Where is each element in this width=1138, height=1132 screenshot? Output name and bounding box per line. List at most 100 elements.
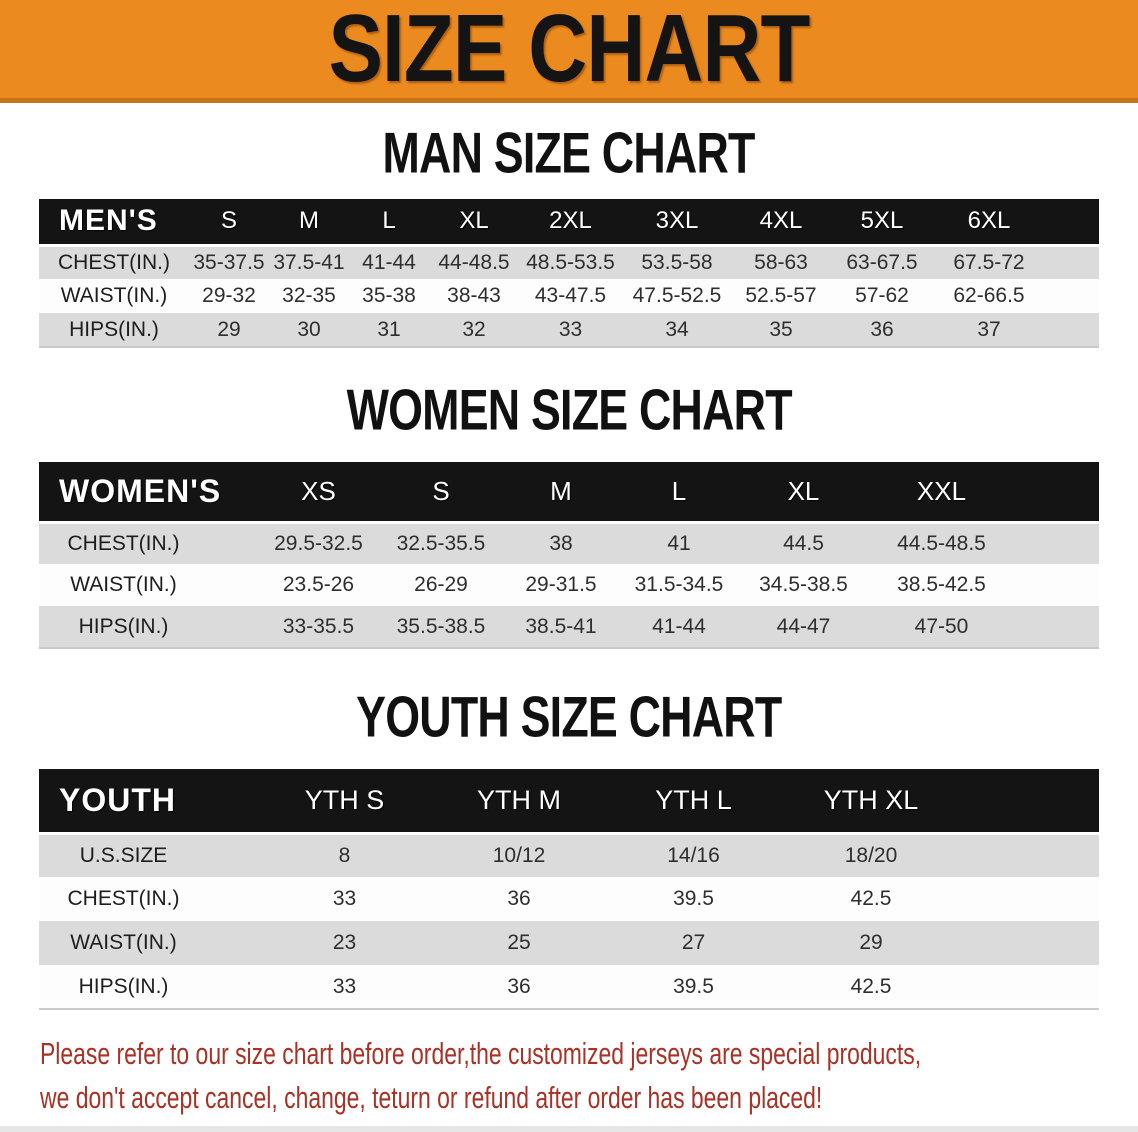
men-table-header-row: MEN'S S M L XL 2XL 3XL 4XL 5XL 6XL xyxy=(39,199,1099,245)
men-column-header: 2XL xyxy=(549,207,592,235)
youth-heading-text: YOUTH SIZE CHART xyxy=(356,684,782,749)
spacer-cell xyxy=(1014,606,1099,648)
men-waist-row: WAIST(IN.) 29-32 32-35 35-38 38-43 43-47… xyxy=(39,279,1099,313)
youth-chest-row: CHEST(IN.) 33 36 39.5 42.5 xyxy=(39,877,1099,921)
size-value: 35.5-38.5 xyxy=(396,614,486,638)
youth-section-heading: YOUTH SIZE CHART xyxy=(0,684,1138,749)
men-table-title-cell: MEN'S xyxy=(59,204,158,238)
size-value: 48.5-53.5 xyxy=(519,243,622,279)
youth-table-header-row: YOUTH YTH S YTH M YTH L YTH XL xyxy=(39,769,1099,833)
size-value: 38.5-41 xyxy=(525,614,597,638)
banner: SIZE CHART xyxy=(0,0,1138,103)
size-value: 34.5-38.5 xyxy=(759,573,848,596)
size-value: 23 xyxy=(332,931,357,954)
size-value: 36 xyxy=(870,317,894,341)
size-value: 42.5 xyxy=(850,887,892,910)
size-value: 32 xyxy=(462,317,486,341)
size-value: 29.5-32.5 xyxy=(257,520,380,564)
size-value: 33-35.5 xyxy=(282,614,355,638)
size-value: 39.5 xyxy=(673,887,714,910)
spacer-cell xyxy=(961,965,1099,1009)
men-column-header: 4XL xyxy=(759,207,803,235)
men-column-header: M xyxy=(299,207,319,235)
men-hips-row: HIPS(IN.) 29 30 31 32 33 34 35 36 37 xyxy=(39,313,1099,347)
size-value: 34 xyxy=(665,317,689,341)
row-label: WAIST(IN.) xyxy=(70,573,177,596)
size-value: 14/16 xyxy=(606,831,781,877)
men-column-header: 6XL xyxy=(967,207,1011,235)
size-value: 52.5-57 xyxy=(745,284,817,307)
footer-notice: Please refer to our size chart before or… xyxy=(40,1032,1138,1120)
youth-section: YOUTH SIZE CHART YOUTH YTH S YTH M YTH L… xyxy=(0,684,1138,1010)
men-size-table: MEN'S S M L XL 2XL 3XL 4XL 5XL 6XL CHEST… xyxy=(39,199,1099,348)
spacer-cell xyxy=(961,877,1099,921)
size-value: 27 xyxy=(681,931,706,954)
row-label: CHEST(IN.) xyxy=(67,887,180,910)
size-value: 38.5-42.5 xyxy=(897,573,986,596)
size-value: 33 xyxy=(332,887,357,910)
women-table-title-cell: WOMEN'S xyxy=(59,472,222,509)
men-column-header: L xyxy=(382,207,396,235)
row-label: HIPS(IN.) xyxy=(78,974,169,998)
size-value: 26-29 xyxy=(414,573,468,596)
women-hips-row: HIPS(IN.) 33-35.5 35.5-38.5 38.5-41 41-4… xyxy=(39,606,1099,648)
women-chest-row: CHEST(IN.) 29.5-32.5 32.5-35.5 38 41 44.… xyxy=(39,520,1099,564)
size-value: 35-37.5 xyxy=(189,243,269,279)
women-column-header: XXL xyxy=(916,475,967,506)
size-value: 31 xyxy=(377,317,401,341)
size-value: 39.5 xyxy=(673,974,714,998)
size-value: 38 xyxy=(502,520,620,564)
size-value: 32.5-35.5 xyxy=(380,520,502,564)
row-label: WAIST(IN.) xyxy=(60,284,168,307)
men-chest-row: CHEST(IN.) 35-37.5 37.5-41 41-44 44-48.5… xyxy=(39,243,1099,279)
size-value: 10/12 xyxy=(432,831,606,877)
spacer-cell xyxy=(1014,564,1099,606)
spacer-cell xyxy=(1044,279,1099,313)
men-column-header: XL xyxy=(459,207,489,235)
youth-ussize-row: U.S.SIZE 8 10/12 14/16 18/20 xyxy=(39,831,1099,877)
men-column-header: 3XL xyxy=(655,207,699,235)
size-value: 35-38 xyxy=(362,284,416,307)
size-value: 32-35 xyxy=(282,284,336,307)
youth-column-header: YTH L xyxy=(655,784,732,815)
size-value: 57-62 xyxy=(855,284,909,307)
spacer-cell xyxy=(961,769,1099,833)
size-value: 38-43 xyxy=(447,284,501,307)
spacer-cell xyxy=(961,921,1099,965)
bottom-strip xyxy=(0,1126,1138,1132)
youth-size-table: YOUTH YTH S YTH M YTH L YTH XL U.S.SIZE … xyxy=(39,769,1099,1010)
youth-waist-row: WAIST(IN.) 23 25 27 29 xyxy=(39,921,1099,965)
row-label: WAIST(IN.) xyxy=(70,931,177,954)
size-value: 41-44 xyxy=(349,243,429,279)
row-label: HIPS(IN.) xyxy=(78,614,169,638)
spacer-cell xyxy=(1044,199,1099,245)
size-value: 29-32 xyxy=(202,284,256,307)
size-value: 29-31.5 xyxy=(525,573,597,596)
banner-title: SIZE CHART xyxy=(328,0,810,102)
women-column-header: L xyxy=(671,475,687,506)
row-label: CHEST(IN.) xyxy=(39,243,189,279)
men-column-header: S xyxy=(220,207,237,235)
size-value: 58-63 xyxy=(732,243,830,279)
women-column-header: M xyxy=(550,475,572,506)
spacer-cell xyxy=(1044,313,1099,347)
size-value: 23.5-26 xyxy=(282,573,355,596)
size-value: 35 xyxy=(769,317,793,341)
size-value: 36 xyxy=(507,974,531,998)
notice-line-1: Please refer to our size chart before or… xyxy=(40,1036,922,1071)
size-value: 37.5-41 xyxy=(269,243,349,279)
women-size-table: WOMEN'S XS S M L XL XXL CHEST(IN.) 29.5-… xyxy=(39,462,1099,649)
size-value: 42.5 xyxy=(850,974,892,998)
youth-column-header: YTH XL xyxy=(823,784,919,815)
men-section: MAN SIZE CHART MEN'S S M L XL 2XL 3XL 4X… xyxy=(0,124,1138,348)
women-section-heading: WOMEN SIZE CHART xyxy=(0,381,1138,439)
size-value: 67.5-72 xyxy=(934,243,1044,279)
youth-column-header: YTH M xyxy=(477,784,561,815)
row-label: HIPS(IN.) xyxy=(69,317,159,341)
men-section-heading: MAN SIZE CHART xyxy=(0,124,1138,182)
size-value: 36 xyxy=(507,887,531,910)
size-value: 41-44 xyxy=(652,614,706,638)
spacer-cell xyxy=(1014,462,1099,522)
size-value: 25 xyxy=(507,931,531,954)
